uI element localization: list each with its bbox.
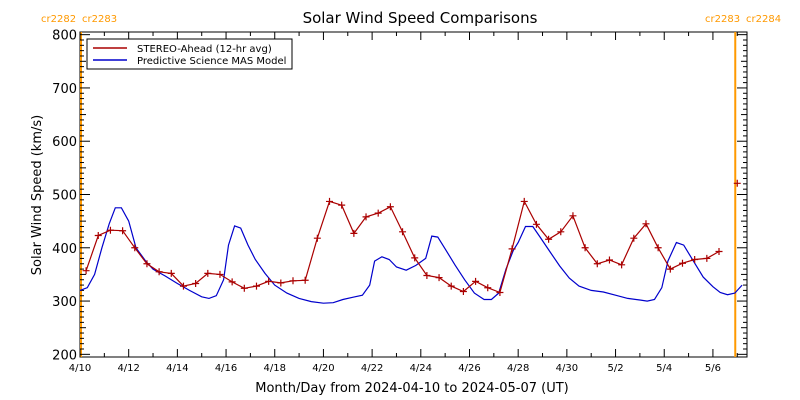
series-mas-model	[79, 207, 743, 304]
data-point-marker	[155, 268, 163, 276]
data-point-marker	[423, 271, 431, 279]
data-point-marker	[715, 248, 723, 256]
x-tick-label: 5/4	[656, 363, 672, 374]
data-point-marker	[654, 244, 662, 252]
y-tick-label: 400	[52, 242, 77, 257]
carrington-label-next: cr2283	[82, 14, 117, 25]
x-tick-label: 4/18	[264, 363, 286, 374]
data-point-marker	[289, 277, 297, 285]
data-point-marker	[459, 287, 467, 295]
data-point-marker	[666, 265, 674, 273]
x-tick-label: 5/6	[705, 363, 721, 374]
data-point-marker	[313, 234, 321, 242]
data-point-marker	[447, 282, 455, 290]
data-point-marker	[435, 274, 443, 282]
y-tick-label: 800	[52, 29, 77, 44]
y-axis: 200 300 400 500 600 700 800	[52, 29, 747, 363]
data-point-marker	[703, 254, 711, 262]
data-point-marker	[119, 227, 127, 235]
x-tick-label: 4/12	[117, 363, 139, 374]
data-point-marker	[131, 244, 139, 252]
data-point-marker	[532, 220, 540, 228]
data-point-marker	[630, 234, 638, 242]
data-point-marker	[82, 267, 90, 275]
data-point-marker	[301, 276, 309, 284]
x-tick-label: 4/24	[410, 363, 432, 374]
data-point-marker	[94, 232, 102, 240]
y-tick-label: 700	[52, 82, 77, 97]
data-point-marker	[192, 279, 200, 287]
carrington-label-prev: cr2282	[41, 14, 76, 25]
carrington-label-next: cr2284	[746, 14, 781, 25]
y-tick-label: 200	[52, 348, 77, 363]
chart-title: Solar Wind Speed Comparisons	[303, 9, 538, 27]
data-point-marker	[204, 269, 212, 277]
data-point-marker	[733, 179, 741, 187]
x-tick-label: 4/20	[312, 363, 334, 374]
data-point-marker	[143, 260, 151, 268]
legend-label: Predictive Science MAS Model	[137, 56, 286, 67]
data-point-marker	[581, 244, 589, 252]
x-tick-label: 4/22	[361, 363, 383, 374]
data-point-marker	[508, 245, 516, 253]
carrington-label-prev: cr2283	[705, 14, 740, 25]
data-point-marker	[569, 212, 577, 220]
data-point-marker	[496, 289, 504, 297]
data-point-marker	[216, 270, 224, 278]
x-tick-label: 4/10	[69, 363, 91, 374]
x-tick-label: 4/16	[215, 363, 237, 374]
y-axis-label: Solar Wind Speed (km/s)	[30, 115, 45, 275]
data-point-marker	[605, 256, 613, 264]
data-point-marker	[618, 261, 626, 269]
x-tick-label: 4/30	[556, 363, 578, 374]
data-point-marker	[691, 256, 699, 263]
carrington-labels: cr2282 cr2283 cr2283 cr2284	[41, 14, 781, 25]
x-axis-label: Month/Day from 2024-04-10 to 2024-05-07 …	[255, 381, 568, 396]
y-tick-label: 600	[52, 135, 77, 150]
data-point-marker	[167, 269, 175, 277]
data-point-marker	[545, 235, 553, 243]
series-line	[79, 207, 743, 304]
data-point-marker	[277, 279, 285, 287]
data-point-marker	[350, 229, 358, 237]
x-axis: 4/10 4/12 4/14 4/16 4/18 4/20 4/22 4/24 4/26 4/28…	[69, 32, 738, 374]
data-point-marker	[520, 197, 528, 205]
series-stereo-ahead	[82, 179, 741, 297]
data-point-marker	[252, 282, 260, 290]
data-point-marker	[179, 282, 187, 290]
data-point-marker	[557, 228, 565, 236]
data-point-marker	[326, 197, 334, 205]
data-point-marker	[593, 260, 601, 268]
y-tick-label: 500	[52, 189, 77, 204]
data-point-marker	[228, 278, 236, 286]
x-tick-label: 4/14	[166, 363, 188, 374]
data-point-marker	[338, 201, 346, 209]
data-point-marker	[374, 209, 382, 217]
legend-box	[86, 38, 293, 70]
data-point-marker	[240, 284, 248, 292]
y-tick-label: 300	[52, 295, 77, 310]
x-tick-label: 4/26	[458, 363, 480, 374]
legend: STEREO-Ahead (12-hr avg)Predictive Scien…	[86, 38, 293, 70]
data-point-marker	[399, 228, 407, 236]
data-point-marker	[362, 213, 370, 221]
data-point-marker	[642, 220, 650, 228]
data-point-marker	[472, 277, 480, 285]
data-point-marker	[265, 277, 273, 285]
data-point-marker	[106, 226, 114, 234]
data-point-marker	[386, 203, 394, 211]
series-layer	[79, 179, 743, 304]
data-point-marker	[411, 254, 419, 262]
x-tick-label: 5/2	[608, 363, 624, 374]
legend-label: STEREO-Ahead (12-hr avg)	[137, 44, 272, 55]
data-point-marker	[484, 284, 492, 292]
x-tick-label: 4/28	[507, 363, 529, 374]
data-point-marker	[678, 259, 686, 267]
